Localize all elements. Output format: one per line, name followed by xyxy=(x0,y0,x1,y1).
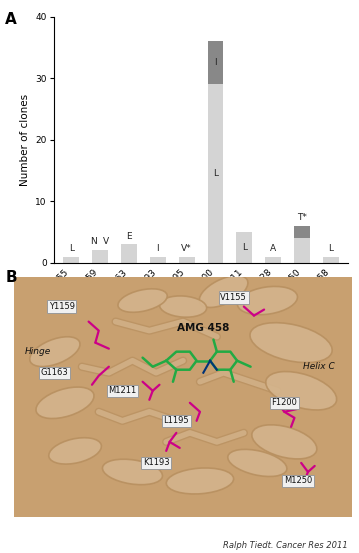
Ellipse shape xyxy=(166,468,234,494)
Text: L: L xyxy=(213,169,218,178)
Text: Hinge: Hinge xyxy=(24,347,51,356)
Text: T*: T* xyxy=(297,213,307,222)
Text: Helix C: Helix C xyxy=(303,362,335,371)
Bar xyxy=(294,226,310,238)
Text: AMG 458: AMG 458 xyxy=(177,322,229,332)
Ellipse shape xyxy=(199,275,248,307)
Ellipse shape xyxy=(159,296,207,317)
Text: L: L xyxy=(328,244,334,253)
Text: A: A xyxy=(5,12,17,27)
Text: V: V xyxy=(103,237,109,246)
Text: V*: V* xyxy=(181,244,192,253)
Ellipse shape xyxy=(237,286,298,315)
Bar xyxy=(323,257,339,263)
Ellipse shape xyxy=(250,323,332,363)
Text: E: E xyxy=(126,232,132,241)
Bar xyxy=(208,41,223,84)
Text: L: L xyxy=(242,243,247,252)
Text: Ralph Tiedt. Cancer Res 2011: Ralph Tiedt. Cancer Res 2011 xyxy=(224,541,348,550)
Ellipse shape xyxy=(30,337,80,367)
Bar xyxy=(121,244,137,263)
Text: F1200: F1200 xyxy=(271,398,297,408)
Ellipse shape xyxy=(266,372,337,410)
Bar xyxy=(92,251,108,263)
Y-axis label: Number of clones: Number of clones xyxy=(20,93,30,186)
Text: A: A xyxy=(270,244,276,253)
Text: K1193: K1193 xyxy=(143,458,169,467)
Text: I: I xyxy=(157,244,159,253)
Bar xyxy=(265,257,281,263)
Ellipse shape xyxy=(102,459,163,484)
Bar xyxy=(63,257,79,263)
Ellipse shape xyxy=(228,450,287,477)
Bar xyxy=(294,238,310,263)
Text: M1211: M1211 xyxy=(108,386,136,395)
Text: N: N xyxy=(90,237,97,246)
Ellipse shape xyxy=(252,425,317,459)
Bar xyxy=(208,84,223,263)
Bar xyxy=(150,257,166,263)
Ellipse shape xyxy=(118,289,167,312)
Text: I: I xyxy=(214,58,217,67)
Text: B: B xyxy=(5,270,17,285)
Bar xyxy=(236,232,252,263)
Text: G1163: G1163 xyxy=(41,368,69,377)
Ellipse shape xyxy=(49,438,101,464)
Text: V1155: V1155 xyxy=(220,293,247,302)
Text: Y1159: Y1159 xyxy=(48,302,75,311)
Text: M1250: M1250 xyxy=(284,477,312,486)
Ellipse shape xyxy=(36,387,94,419)
Text: L1195: L1195 xyxy=(164,416,189,425)
Bar xyxy=(179,257,195,263)
Text: L: L xyxy=(69,244,74,253)
